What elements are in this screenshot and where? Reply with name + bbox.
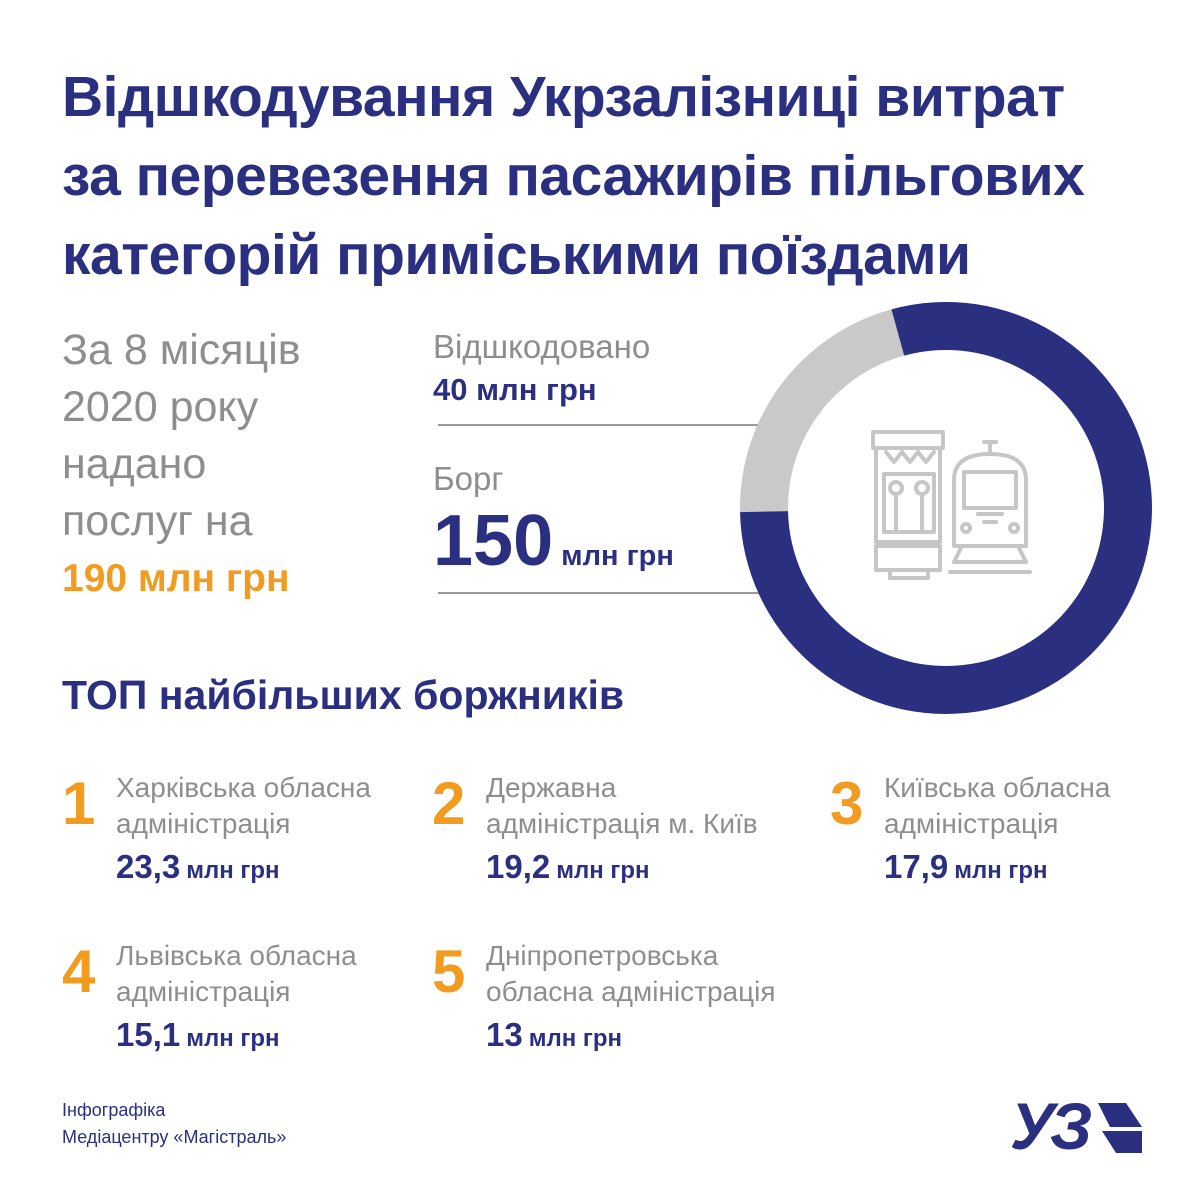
debtor-rank: 1 — [62, 770, 96, 837]
debtor-amount-value: 19,2 — [486, 848, 551, 885]
title-line: Відшкодування Укрзалізниці витрат — [62, 65, 1065, 129]
debtor-amount-unit: млн грн — [186, 1025, 280, 1052]
debtor-amount: 19,2 млн грн — [486, 848, 650, 886]
debtor-name-line: адміністрація — [116, 976, 291, 1007]
debtor-item: 2 Державна адміністрація м. Київ 19,2 млн… — [432, 770, 812, 900]
debtor-name: Дніпропетровська обласна адміністрація — [486, 938, 776, 1010]
debtor-item: 4 Львівська обласна адміністрація 15,1 мл… — [62, 938, 422, 1068]
intro-line: надано — [62, 440, 207, 488]
debtor-amount-unit: млн грн — [186, 857, 280, 884]
debtor-amount-value: 15,1 — [116, 1016, 181, 1053]
credit-line: Інфографіка — [62, 1100, 166, 1120]
debtor-amount: 15,1 млн грн — [116, 1016, 280, 1054]
debtor-rank: 2 — [432, 770, 466, 837]
debtor-amount-value: 13 — [486, 1016, 523, 1053]
debtor-item: 1 Харківська обласна адміністрація 23,3 м… — [62, 770, 422, 900]
intro-text: За 8 місяців 2020 року надано послуг на … — [62, 322, 422, 607]
uz-logo-icon: УЗ — [1010, 1095, 1142, 1157]
compensated-value: 40 млн грн — [433, 372, 597, 407]
debtor-name-line: адміністрація — [116, 808, 291, 839]
debtor-name-line: Дніпропетровська — [486, 940, 719, 971]
debtor-name-line: Державна — [486, 772, 617, 803]
debtor-name-line: адміністрація м. Київ — [486, 808, 758, 839]
debtor-item: 5 Дніпропетровська обласна адміністрація… — [432, 938, 832, 1068]
debtor-name: Харківська обласна адміністрація — [116, 770, 371, 842]
debt-value: 150 — [433, 501, 554, 581]
debtor-amount: 13 млн грн — [486, 1016, 622, 1054]
intro-line: За 8 місяців — [62, 326, 301, 374]
debtor-amount: 17,9 млн грн — [884, 848, 1048, 886]
debtor-name: Державна адміністрація м. Київ — [486, 770, 758, 842]
debtor-name: Київська обласна адміністрація — [884, 770, 1110, 842]
debtor-name-line: адміністрація — [884, 808, 1059, 839]
divider — [438, 592, 772, 594]
divider — [438, 424, 770, 426]
debtor-item: 3 Київська обласна адміністрація 17,9 млн… — [830, 770, 1170, 900]
title-line: за перевезення пасажирів пільгових — [62, 144, 1085, 208]
debtor-amount-unit: млн грн — [556, 857, 650, 884]
donut-chart — [740, 302, 1152, 714]
top-debtors-title: ТОП найбільших боржників — [62, 672, 625, 718]
debtor-amount-value: 23,3 — [116, 848, 181, 885]
intro-amount: 190 млн грн — [62, 557, 290, 600]
debtor-amount-unit: млн грн — [528, 1025, 623, 1052]
debtor-amount: 23,3 млн грн — [116, 848, 280, 886]
debtor-rank: 3 — [830, 770, 864, 837]
compensated-label: Відшкодовано — [433, 328, 651, 365]
suburban-train-icon — [871, 430, 1032, 580]
page-title: Відшкодування Укрзалізниці витрат за пер… — [62, 58, 1162, 295]
debtor-rank: 5 — [432, 938, 466, 1005]
debtor-amount-value: 17,9 — [884, 848, 949, 885]
debt-label: Борг — [433, 460, 504, 497]
credit-text: Інфографіка Медіацентру «Магістраль» — [62, 1097, 286, 1151]
debt-unit: млн грн — [561, 540, 674, 572]
debtor-name-line: Харківська обласна — [116, 772, 371, 803]
debtor-name-line: Київська обласна — [884, 772, 1111, 803]
logo-text: УЗ — [1010, 1095, 1091, 1157]
debtor-name-line: Львівська обласна — [116, 940, 357, 971]
debtor-name: Львівська обласна адміністрація — [116, 938, 357, 1010]
debtor-rank: 4 — [62, 938, 96, 1005]
donut-slice-compensated — [740, 309, 905, 513]
debtor-amount-unit: млн грн — [954, 857, 1048, 884]
title-line: категорій приміськими поїздами — [62, 223, 971, 287]
debtor-name-line: обласна адміністрація — [486, 976, 776, 1007]
debt-value-row: 150 млн грн — [433, 500, 674, 582]
intro-line: послуг на — [62, 497, 253, 545]
intro-line: 2020 року — [62, 383, 259, 431]
credit-line: Медіацентру «Магістраль» — [62, 1127, 287, 1147]
